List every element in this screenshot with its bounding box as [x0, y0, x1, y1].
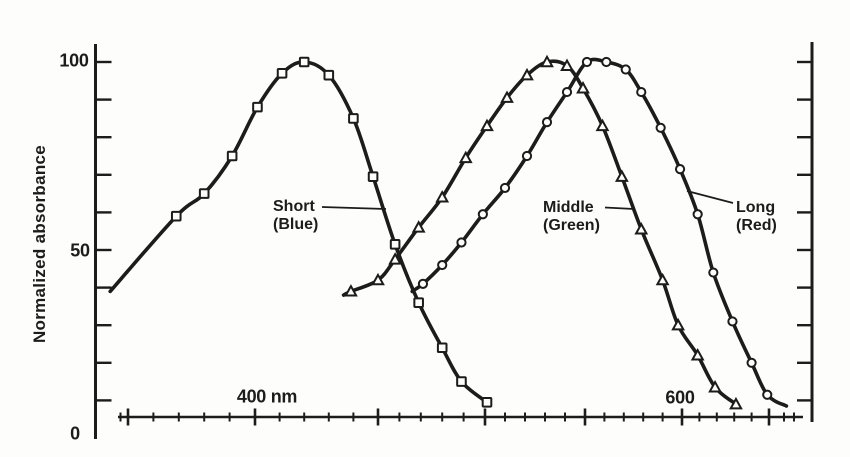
marker-circle-long-red	[727, 316, 738, 327]
short-blue-label-line2: (Blue)	[273, 215, 319, 233]
marker-circle-long-red	[437, 259, 448, 271]
marker-triangle-middle-green	[690, 348, 705, 361]
marker-circle-long-red	[601, 56, 612, 68]
short-blue-label: Short (Blue)	[273, 198, 318, 233]
marker-circle-long-red	[456, 237, 467, 248]
marker-triangle-middle-green	[671, 317, 686, 331]
marker-circle-long-red	[541, 117, 553, 128]
middle-green-label-line2: (Green)	[543, 216, 600, 234]
marker-circle-long-red	[620, 64, 631, 75]
curve-middle-green	[341, 59, 738, 406]
curves	[108, 57, 789, 408]
marker-square-short-blue	[252, 101, 263, 113]
marker-square-short-blue	[481, 396, 493, 408]
y-tick-label-0: 0	[70, 423, 80, 444]
marker-triangle-middle-green	[729, 396, 743, 410]
marker-square-short-blue	[198, 188, 210, 199]
marker-circle-long-red	[746, 357, 757, 368]
marker-triangle-middle-green	[344, 284, 358, 297]
marker-square-short-blue	[436, 342, 448, 354]
marker-square-short-blue	[413, 297, 424, 308]
marker-triangle-middle-green	[388, 252, 403, 265]
middle-green-pointer-line	[604, 206, 635, 210]
marker-square-short-blue	[456, 376, 467, 387]
marker-triangle-middle-green	[560, 58, 574, 71]
marker-square-short-blue	[298, 56, 310, 68]
callout-lines	[321, 190, 734, 210]
marker-triangle-middle-green	[634, 222, 649, 235]
long-red-label-line1: Long	[736, 199, 776, 216]
middle-green-label: Middle (Green)	[543, 199, 600, 234]
short-blue-pointer-line	[321, 206, 387, 210]
marker-triangle-middle-green	[480, 118, 494, 132]
long-red-pointer-line	[686, 190, 734, 204]
marker-circle-long-red	[674, 164, 686, 175]
marker-circle-long-red	[708, 267, 719, 278]
marker-triangle-middle-green	[576, 81, 590, 94]
marker-triangle-middle-green	[520, 67, 534, 81]
marker-square-short-blue	[348, 113, 359, 124]
marker-circle-long-red	[581, 56, 593, 68]
marker-circle-long-red	[561, 86, 573, 98]
x-tick-label-600: 600	[665, 387, 695, 408]
marker-circle-long-red	[521, 150, 533, 162]
marker-circle-long-red	[762, 389, 773, 400]
marker-square-short-blue	[276, 67, 288, 79]
marker-triangle-middle-green	[411, 220, 426, 233]
marker-triangle-middle-green	[458, 150, 473, 164]
marker-square-short-blue	[170, 210, 182, 222]
marker-triangle-middle-green	[614, 169, 629, 182]
y-tick-label-100: 100	[59, 50, 89, 71]
y-tick-label-50: 50	[70, 240, 90, 261]
marker-square-short-blue	[323, 69, 335, 81]
marker-triangle-middle-green	[708, 379, 722, 393]
marker-circle-long-red	[692, 209, 703, 220]
marker-square-short-blue	[367, 171, 379, 182]
data-point-markers	[170, 54, 773, 410]
marker-square-short-blue	[389, 239, 401, 250]
marker-triangle-middle-green	[500, 90, 514, 103]
x-tick-label-400nm: 400 nm	[236, 386, 298, 407]
middle-green-label-line1: Middle	[543, 199, 594, 216]
long-red-label: Long (Red)	[736, 199, 777, 234]
long-red-label-line2: (Red)	[736, 216, 777, 234]
axes	[94, 42, 814, 439]
marker-triangle-middle-green	[655, 272, 670, 286]
marker-triangle-middle-green	[595, 118, 610, 132]
marker-triangle-middle-green	[540, 54, 554, 68]
marker-circle-long-red	[417, 278, 429, 289]
marker-circle-long-red	[655, 122, 666, 133]
marker-triangle-middle-green	[371, 272, 385, 286]
marker-circle-long-red	[477, 209, 488, 220]
short-blue-label-line1: Short	[273, 198, 315, 215]
marker-circle-long-red	[636, 86, 647, 98]
marker-circle-long-red	[499, 182, 511, 194]
marker-square-short-blue	[226, 150, 238, 162]
y-axis-title: Normalized absorbance	[30, 144, 49, 344]
marker-triangle-middle-green	[435, 190, 450, 203]
